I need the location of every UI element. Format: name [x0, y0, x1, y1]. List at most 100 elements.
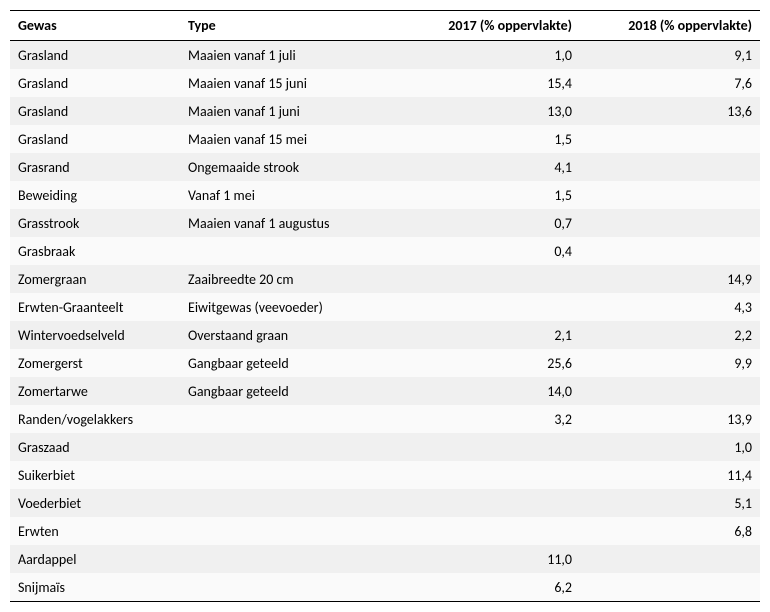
table-row: GraslandMaaien vanaf 15 mei1,5 — [10, 125, 760, 153]
cell-type — [180, 237, 400, 265]
cell-gewas: Erwten — [10, 517, 180, 545]
cell-2017: 6,2 — [400, 573, 580, 602]
crop-surface-table: Gewas Type 2017 (% oppervlakte) 2018 (% … — [10, 10, 760, 602]
cell-type — [180, 573, 400, 602]
table-header: Gewas Type 2017 (% oppervlakte) 2018 (% … — [10, 11, 760, 41]
table-row: GrasrandOngemaaide strook4,1 — [10, 153, 760, 181]
cell-2018 — [580, 125, 760, 153]
cell-gewas: Wintervoedselveld — [10, 321, 180, 349]
table-row: GrasstrookMaaien vanaf 1 augustus0,7 — [10, 209, 760, 237]
table-row: BeweidingVanaf 1 mei1,5 — [10, 181, 760, 209]
cell-2018: 9,1 — [580, 41, 760, 70]
cell-2018 — [580, 377, 760, 405]
table-row: GraslandMaaien vanaf 1 juni13,013,6 — [10, 97, 760, 125]
cell-2018: 2,2 — [580, 321, 760, 349]
cell-2018: 14,9 — [580, 265, 760, 293]
cell-gewas: Zomertarwe — [10, 377, 180, 405]
cell-2017: 3,2 — [400, 405, 580, 433]
cell-gewas: Grasland — [10, 41, 180, 70]
cell-type: Ongemaaide strook — [180, 153, 400, 181]
table-row: Erwten 6,8 — [10, 517, 760, 545]
cell-2017: 0,7 — [400, 209, 580, 237]
cell-gewas: Snijmaïs — [10, 573, 180, 602]
col-header-2018: 2018 (% oppervlakte) — [580, 11, 760, 41]
cell-2017 — [400, 489, 580, 517]
cell-2018: 7,6 — [580, 69, 760, 97]
cell-gewas: Grasrand — [10, 153, 180, 181]
cell-2017 — [400, 293, 580, 321]
cell-gewas: Voederbiet — [10, 489, 180, 517]
cell-gewas: Graszaad — [10, 433, 180, 461]
table-body: GraslandMaaien vanaf 1 juli1,09,1Graslan… — [10, 41, 760, 602]
table-row: Voederbiet 5,1 — [10, 489, 760, 517]
cell-2018 — [580, 237, 760, 265]
table-row: ZomergerstGangbaar geteeld25,69,9 — [10, 349, 760, 377]
table-row: Erwten-GraanteeltEiwitgewas (veevoeder) 4… — [10, 293, 760, 321]
cell-2018: 13,6 — [580, 97, 760, 125]
cell-2018: 9,9 — [580, 349, 760, 377]
cell-gewas: Grasbraak — [10, 237, 180, 265]
cell-2018: 1,0 — [580, 433, 760, 461]
cell-2017: 2,1 — [400, 321, 580, 349]
col-header-gewas: Gewas — [10, 11, 180, 41]
cell-2017 — [400, 265, 580, 293]
cell-2017: 15,4 — [400, 69, 580, 97]
cell-type — [180, 461, 400, 489]
cell-type: Gangbaar geteeld — [180, 377, 400, 405]
cell-type: Overstaand graan — [180, 321, 400, 349]
cell-type: Maaien vanaf 1 juli — [180, 41, 400, 70]
cell-2017: 1,5 — [400, 181, 580, 209]
cell-gewas: Zomergraan — [10, 265, 180, 293]
cell-2017: 0,4 — [400, 237, 580, 265]
col-header-2017: 2017 (% oppervlakte) — [400, 11, 580, 41]
cell-gewas: Erwten-Graanteelt — [10, 293, 180, 321]
table-row: GraslandMaaien vanaf 15 juni15,47,6 — [10, 69, 760, 97]
cell-type — [180, 517, 400, 545]
cell-2017 — [400, 433, 580, 461]
cell-type: Gangbaar geteeld — [180, 349, 400, 377]
cell-type: Vanaf 1 mei — [180, 181, 400, 209]
table-row: WintervoedselveldOverstaand graan2,12,2 — [10, 321, 760, 349]
cell-gewas: Grasland — [10, 69, 180, 97]
cell-2018: 13,9 — [580, 405, 760, 433]
cell-type: Zaaibreedte 20 cm — [180, 265, 400, 293]
cell-2018: 4,3 — [580, 293, 760, 321]
cell-2017: 25,6 — [400, 349, 580, 377]
cell-gewas: Beweiding — [10, 181, 180, 209]
table-row: ZomergraanZaaibreedte 20 cm 14,9 — [10, 265, 760, 293]
table-row: Suikerbiet 11,4 — [10, 461, 760, 489]
table-row: Snijmaïs 6,2 — [10, 573, 760, 602]
cell-type: Maaien vanaf 15 juni — [180, 69, 400, 97]
table-row: Aardappel 11,0 — [10, 545, 760, 573]
cell-2017: 13,0 — [400, 97, 580, 125]
cell-gewas: Suikerbiet — [10, 461, 180, 489]
cell-2018 — [580, 209, 760, 237]
cell-type — [180, 545, 400, 573]
cell-2017: 1,5 — [400, 125, 580, 153]
table-row: ZomertarweGangbaar geteeld14,0 — [10, 377, 760, 405]
table-row: GraslandMaaien vanaf 1 juli1,09,1 — [10, 41, 760, 70]
cell-gewas: Randen/vogelakkers — [10, 405, 180, 433]
cell-2018: 6,8 — [580, 517, 760, 545]
cell-gewas: Grasland — [10, 125, 180, 153]
cell-type: Maaien vanaf 1 juni — [180, 97, 400, 125]
cell-2017: 11,0 — [400, 545, 580, 573]
cell-2018 — [580, 573, 760, 602]
cell-2018: 5,1 — [580, 489, 760, 517]
cell-gewas: Aardappel — [10, 545, 180, 573]
cell-type: Maaien vanaf 1 augustus — [180, 209, 400, 237]
cell-type — [180, 433, 400, 461]
cell-type: Eiwitgewas (veevoeder) — [180, 293, 400, 321]
cell-type — [180, 489, 400, 517]
cell-gewas: Grasstrook — [10, 209, 180, 237]
cell-2017: 4,1 — [400, 153, 580, 181]
cell-2017: 14,0 — [400, 377, 580, 405]
col-header-type: Type — [180, 11, 400, 41]
cell-type — [180, 405, 400, 433]
cell-2018: 11,4 — [580, 461, 760, 489]
cell-2017: 1,0 — [400, 41, 580, 70]
cell-2017 — [400, 517, 580, 545]
table-row: Graszaad 1,0 — [10, 433, 760, 461]
cell-gewas: Zomergerst — [10, 349, 180, 377]
table-row: Grasbraak 0,4 — [10, 237, 760, 265]
